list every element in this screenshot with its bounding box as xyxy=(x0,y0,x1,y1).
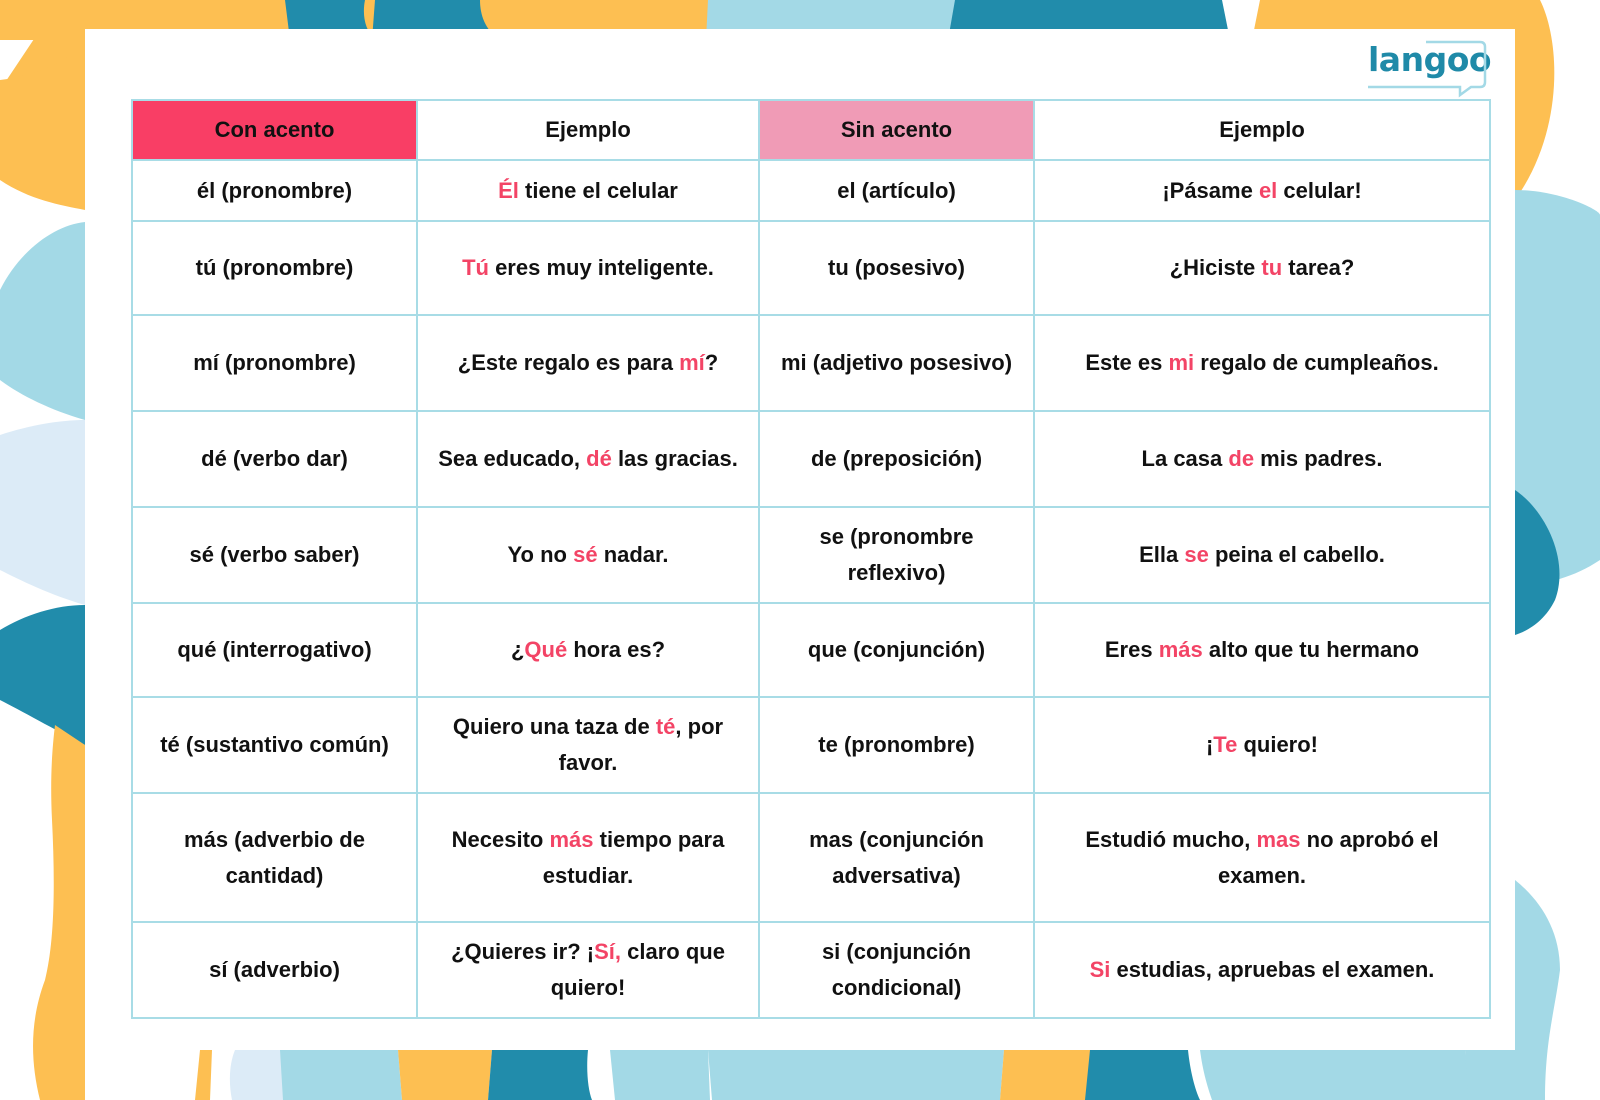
ejemplo-con-cell: Necesito más tiempo para estudiar. xyxy=(416,792,760,923)
highlight-word: Tú xyxy=(462,255,489,280)
highlight-word: mas xyxy=(1256,826,1301,852)
ejemplo-con-cell: Tú eres muy inteligente. xyxy=(416,220,760,316)
ejemplo-sin-cell: ¡Pásame el celular! xyxy=(1033,159,1491,222)
ejemplo-con-cell: Sea educado, dé las gracias. xyxy=(416,410,760,508)
table-row: sé (verbo saber) Yo no sé nadar. se (pro… xyxy=(131,506,1491,604)
ejemplo-con-cell: Yo no sé nadar. xyxy=(416,506,760,604)
sin-acento-cell: tu (posesivo) xyxy=(758,220,1035,316)
ejemplo-con-cell: ¿Este regalo es para mí? xyxy=(416,314,760,412)
ejemplo-con-cell: Él tiene el celular xyxy=(416,159,760,222)
sin-acento-cell: el (artículo) xyxy=(758,159,1035,222)
header-ejemplo-sin: Ejemplo xyxy=(1033,99,1491,161)
highlight-word: se xyxy=(1184,542,1209,567)
sin-acento-cell: de (preposición) xyxy=(758,410,1035,508)
table-row: dé (verbo dar) Sea educado, dé las graci… xyxy=(131,410,1491,508)
highlight-word: té xyxy=(655,714,676,739)
highlight-word: Si xyxy=(1089,957,1111,982)
speech-bubble-icon xyxy=(1368,40,1487,98)
highlight-word: dé xyxy=(586,446,612,471)
ejemplo-sin-cell: Eres más alto que tu hermano xyxy=(1033,602,1491,698)
table-row: qué (interrogativo) ¿Qué hora es? que (c… xyxy=(131,602,1491,698)
con-acento-cell: más (adverbio de cantidad) xyxy=(131,792,418,923)
logo-text: langoo xyxy=(1368,40,1492,79)
table-row: él (pronombre) Él tiene el celular el (a… xyxy=(131,159,1491,222)
highlight-word: más xyxy=(1158,637,1203,662)
table-row: sí (adverbio) ¿Quieres ir? ¡Sí, claro qu… xyxy=(131,921,1491,1019)
highlight-word: Sí, xyxy=(594,939,622,964)
highlight-word: de xyxy=(1228,446,1255,471)
table-row: tú (pronombre) Tú eres muy inteligente. … xyxy=(131,220,1491,316)
highlight-word: Qué xyxy=(524,637,568,662)
table-row: té (sustantivo común) Quiero una taza de… xyxy=(131,696,1491,794)
con-acento-cell: qué (interrogativo) xyxy=(131,602,418,698)
header-sin-acento: Sin acento xyxy=(758,99,1035,161)
highlight-word: mí xyxy=(679,350,705,375)
accent-comparison-table: Con acento Ejemplo Sin acento Ejemplo él… xyxy=(131,99,1491,1019)
ejemplo-sin-cell: Si estudias, apruebas el examen. xyxy=(1033,921,1491,1019)
highlight-word: más xyxy=(549,826,594,852)
ejemplo-sin-cell: Este es mi regalo de cumpleaños. xyxy=(1033,314,1491,412)
highlight-word: Él xyxy=(498,177,519,203)
con-acento-cell: mí (pronombre) xyxy=(131,314,418,412)
highlight-word: el xyxy=(1258,177,1278,203)
sin-acento-cell: mi (adjetivo posesivo) xyxy=(758,314,1035,412)
highlight-word: tu xyxy=(1261,255,1283,280)
ejemplo-sin-cell: ¿Hiciste tu tarea? xyxy=(1033,220,1491,316)
ejemplo-sin-cell: Estudió mucho, mas no aprobó el examen. xyxy=(1033,792,1491,923)
con-acento-cell: tú (pronombre) xyxy=(131,220,418,316)
header-ejemplo-con: Ejemplo xyxy=(416,99,760,161)
sin-acento-cell: si (conjunción condicional) xyxy=(758,921,1035,1019)
sin-acento-cell: mas (conjunción adversativa) xyxy=(758,792,1035,923)
highlight-word: sé xyxy=(573,542,598,567)
highlight-word: mi xyxy=(1168,350,1195,375)
langoo-logo: langoo xyxy=(1368,38,1518,100)
sin-acento-cell: te (pronombre) xyxy=(758,696,1035,794)
ejemplo-con-cell: ¿Qué hora es? xyxy=(416,602,760,698)
header-row: Con acento Ejemplo Sin acento Ejemplo xyxy=(131,99,1491,161)
ejemplo-sin-cell: Ella se peina el cabello. xyxy=(1033,506,1491,604)
sin-acento-cell: que (conjunción) xyxy=(758,602,1035,698)
con-acento-cell: él (pronombre) xyxy=(131,159,418,222)
table-row: más (adverbio de cantidad) Necesito más … xyxy=(131,792,1491,923)
ejemplo-sin-cell: La casa de mis padres. xyxy=(1033,410,1491,508)
header-con-acento: Con acento xyxy=(131,99,418,161)
con-acento-cell: té (sustantivo común) xyxy=(131,696,418,794)
table-row: mí (pronombre) ¿Este regalo es para mí? … xyxy=(131,314,1491,412)
sin-acento-cell: se (pronombre reflexivo) xyxy=(758,506,1035,604)
con-acento-cell: sé (verbo saber) xyxy=(131,506,418,604)
ejemplo-con-cell: ¿Quieres ir? ¡Sí, claro que quiero! xyxy=(416,921,760,1019)
ejemplo-con-cell: Quiero una taza de té, por favor. xyxy=(416,696,760,794)
con-acento-cell: sí (adverbio) xyxy=(131,921,418,1019)
con-acento-cell: dé (verbo dar) xyxy=(131,410,418,508)
highlight-word: Te xyxy=(1213,732,1238,757)
ejemplo-sin-cell: ¡Te quiero! xyxy=(1033,696,1491,794)
